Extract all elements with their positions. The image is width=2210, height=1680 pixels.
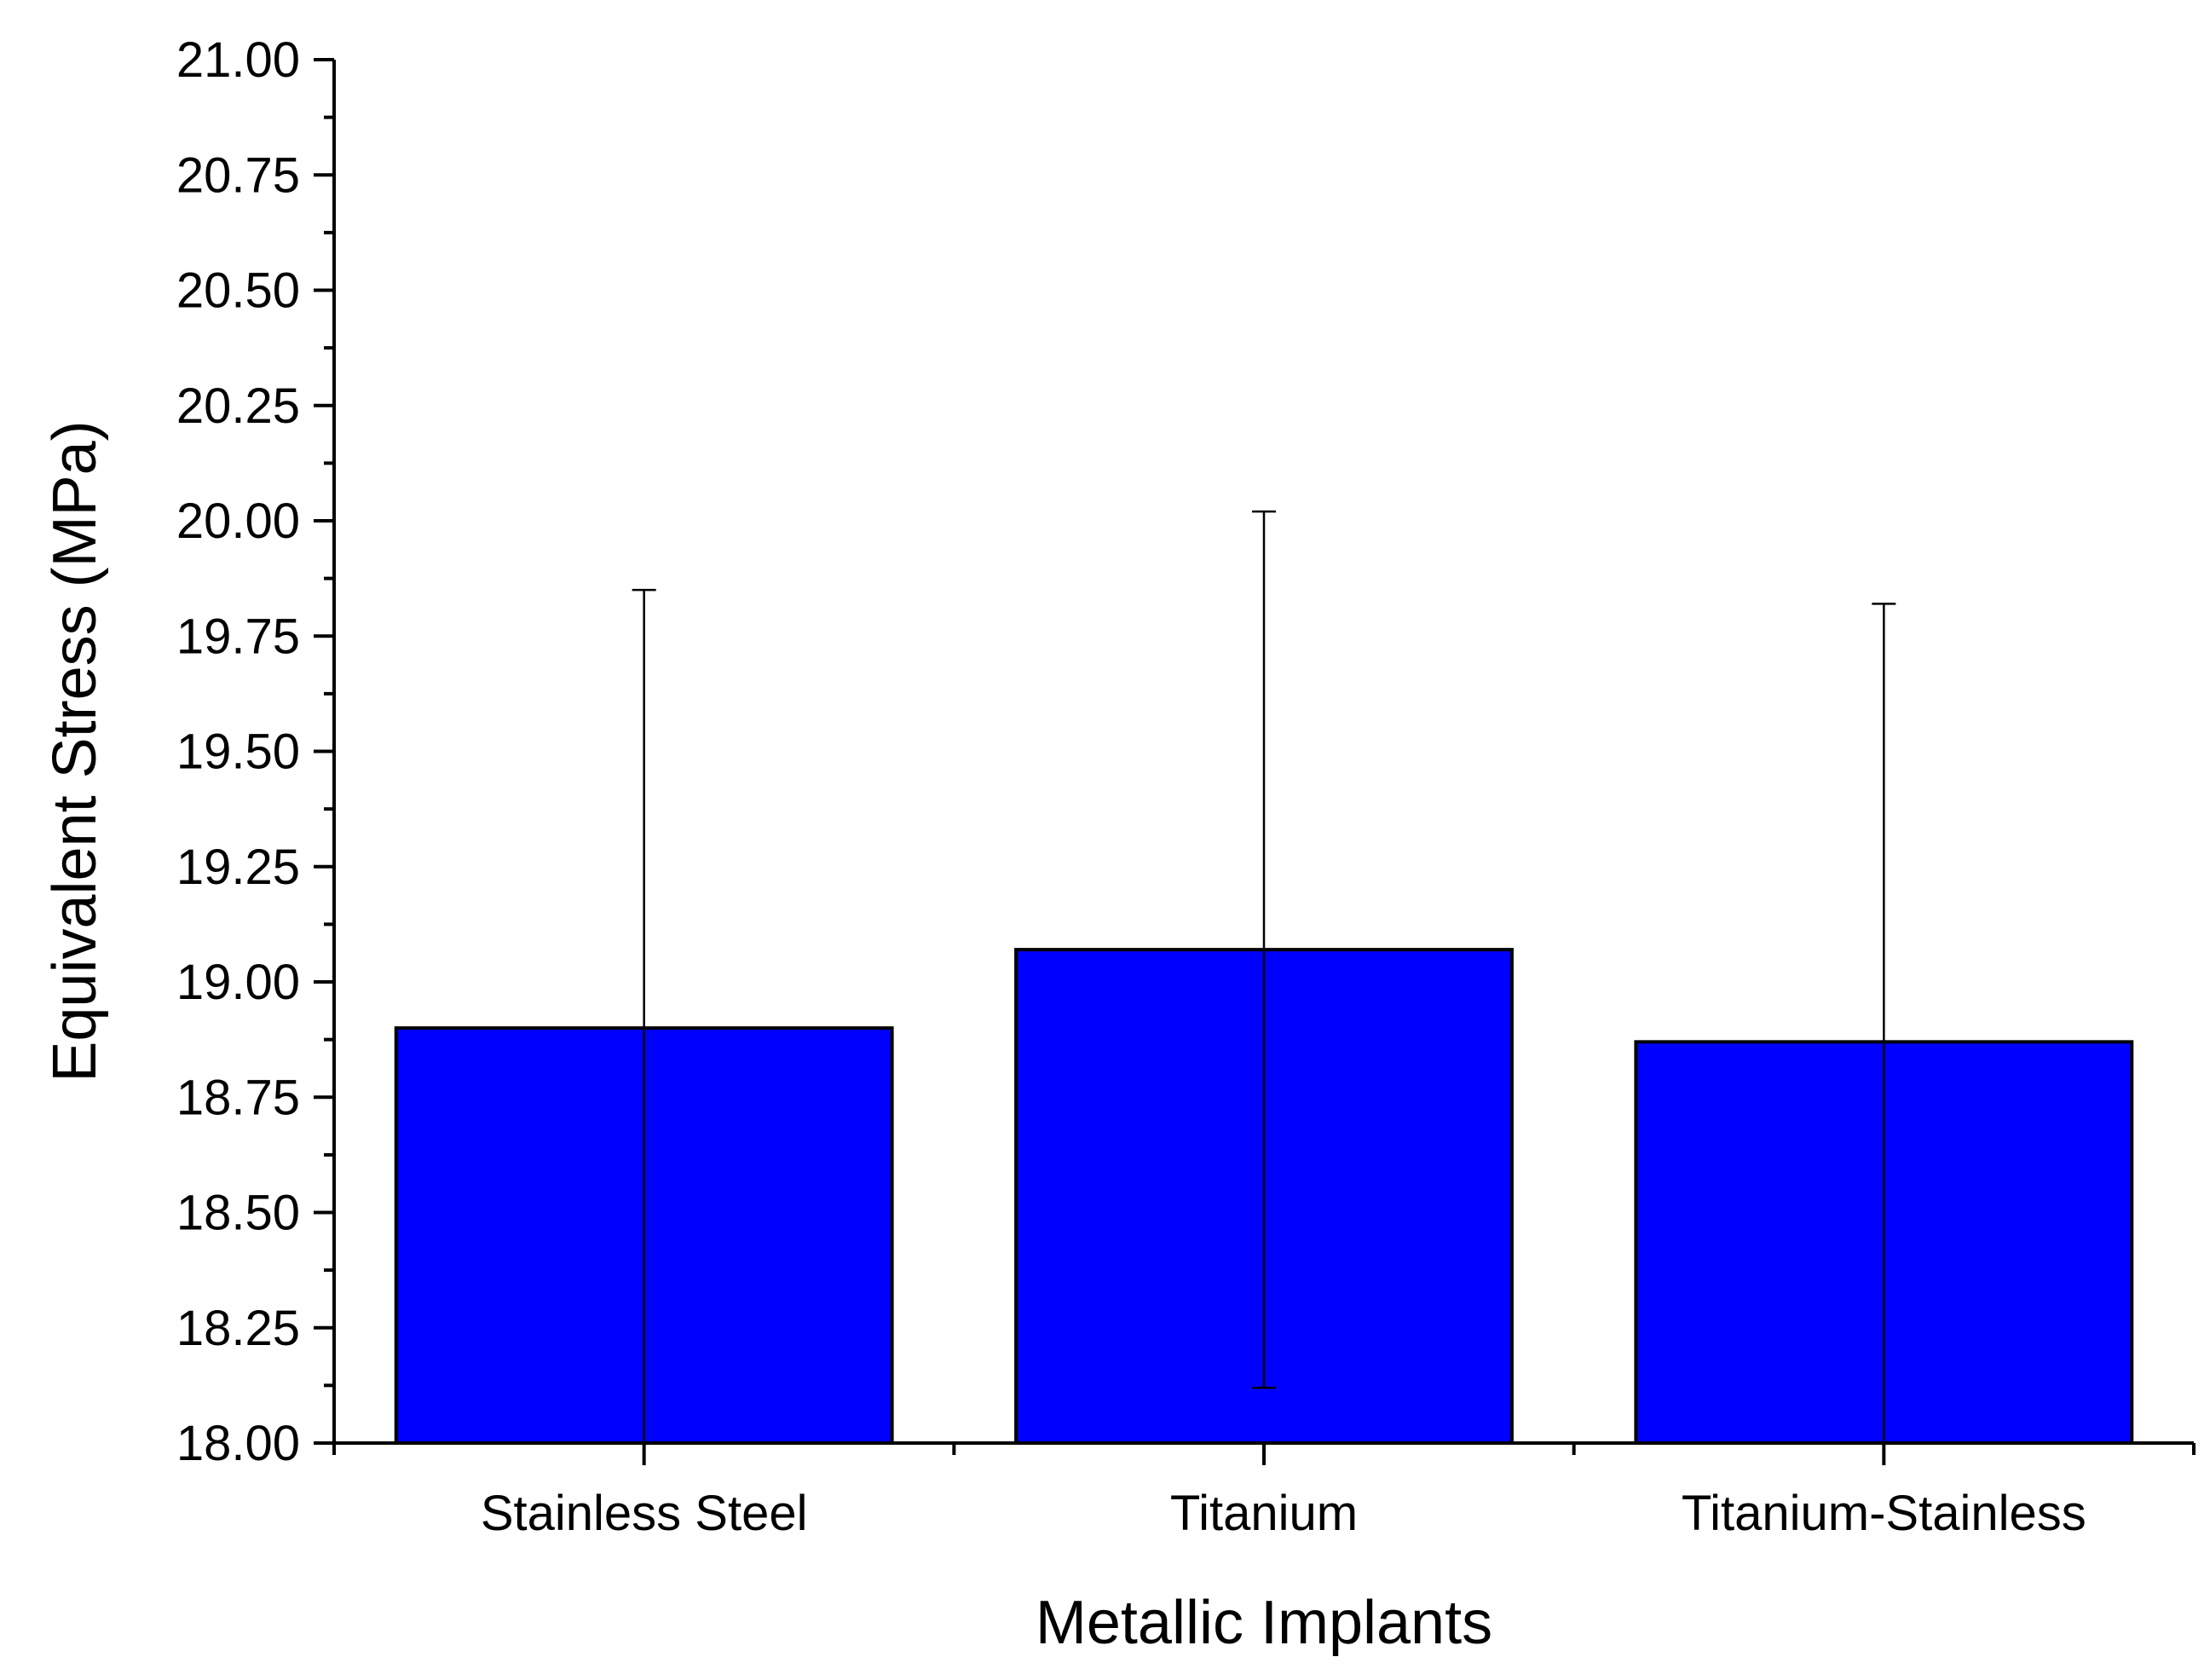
y-tick-label: 18.25 [176,1301,300,1356]
y-tick-label: 19.75 [176,609,300,664]
y-tick-label: 19.50 [176,725,300,780]
error-bars-layer [632,510,1896,1443]
y-ticks: 18.00 18.25 18.50 18.75 19.00 19.25 19.50 19.75… [176,32,334,1471]
y-tick-label: 20.50 [176,263,300,319]
x-ticks: Stainless Steel Titanium Titanium-Stainles… [332,1443,2196,1541]
x-tick-label: Titanium-Stainless [1682,1486,2086,1541]
y-tick-label: 19.25 [176,840,300,895]
x-tick-label: Titanium [1170,1486,1358,1541]
y-tick-label: 20.25 [176,378,300,434]
y-tick-label: 18.75 [176,1070,300,1125]
y-axis-title: Equivalent Stress (MPa) [41,420,109,1082]
x-axis-title: Metallic Implants [1036,1589,1492,1657]
y-tick-label: 21.00 [176,32,300,88]
y-tick-label: 20.00 [176,494,300,549]
y-tick-label: 18.50 [176,1186,300,1241]
y-tick-label: 18.00 [176,1416,300,1471]
y-tick-label: 20.75 [176,147,300,203]
y-tick-label: 19.00 [176,955,300,1010]
x-tick-label: Stainless Steel [481,1486,808,1541]
